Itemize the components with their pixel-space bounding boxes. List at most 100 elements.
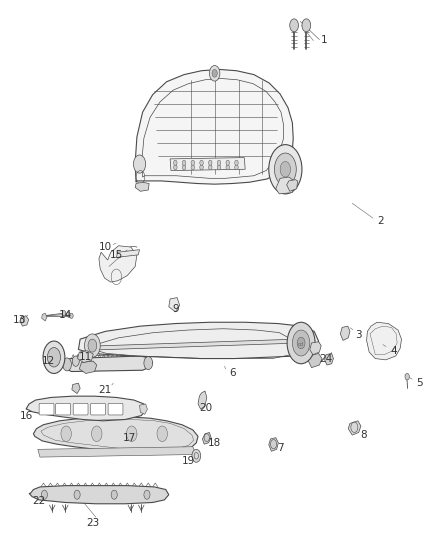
Polygon shape [202, 432, 211, 444]
Circle shape [92, 426, 102, 441]
Circle shape [275, 153, 296, 185]
Circle shape [208, 160, 212, 165]
Circle shape [61, 426, 71, 441]
FancyBboxPatch shape [108, 403, 123, 415]
Polygon shape [42, 313, 47, 321]
Text: 21: 21 [98, 385, 111, 394]
Polygon shape [72, 383, 80, 393]
Polygon shape [140, 404, 148, 414]
Text: 12: 12 [42, 356, 55, 366]
Circle shape [127, 426, 137, 441]
Circle shape [62, 311, 66, 316]
Circle shape [405, 374, 410, 380]
Polygon shape [135, 69, 293, 184]
Circle shape [217, 165, 221, 170]
Polygon shape [99, 246, 137, 282]
Circle shape [144, 490, 150, 499]
Circle shape [191, 165, 194, 170]
FancyBboxPatch shape [91, 403, 106, 415]
Circle shape [85, 334, 100, 357]
Polygon shape [88, 339, 300, 350]
Circle shape [280, 161, 290, 177]
Circle shape [182, 165, 186, 170]
Text: 1: 1 [321, 35, 327, 45]
Polygon shape [269, 438, 279, 451]
Text: 15: 15 [110, 250, 123, 260]
Polygon shape [310, 342, 321, 354]
Polygon shape [325, 353, 333, 365]
Circle shape [297, 337, 305, 349]
Circle shape [173, 165, 177, 170]
Polygon shape [367, 322, 402, 360]
Text: 6: 6 [229, 368, 235, 378]
Polygon shape [287, 180, 297, 191]
Text: 5: 5 [417, 378, 423, 388]
Circle shape [173, 160, 177, 165]
Polygon shape [20, 316, 28, 326]
Polygon shape [78, 351, 93, 362]
Circle shape [191, 160, 194, 165]
Text: 22: 22 [32, 496, 46, 506]
Circle shape [269, 144, 302, 194]
Circle shape [41, 490, 47, 499]
Polygon shape [117, 249, 140, 257]
Circle shape [111, 490, 117, 499]
Text: 20: 20 [199, 403, 212, 413]
Circle shape [182, 160, 186, 165]
Circle shape [212, 69, 217, 77]
Text: 14: 14 [59, 310, 72, 320]
Circle shape [200, 165, 203, 170]
FancyBboxPatch shape [56, 403, 71, 415]
Polygon shape [198, 391, 207, 409]
Circle shape [217, 160, 221, 165]
Polygon shape [170, 158, 245, 171]
Circle shape [192, 449, 201, 462]
Circle shape [144, 357, 152, 369]
Text: 19: 19 [182, 456, 195, 466]
Circle shape [208, 165, 212, 170]
Polygon shape [33, 417, 198, 453]
Circle shape [134, 155, 146, 173]
Polygon shape [348, 421, 361, 435]
Circle shape [292, 330, 310, 356]
Polygon shape [169, 297, 180, 312]
FancyBboxPatch shape [39, 403, 54, 415]
Text: 8: 8 [360, 430, 367, 440]
Text: 2: 2 [377, 216, 384, 226]
Text: 11: 11 [79, 352, 92, 362]
Circle shape [72, 356, 79, 366]
Circle shape [74, 490, 80, 499]
Text: 10: 10 [99, 242, 112, 252]
Text: 13: 13 [12, 314, 26, 325]
Text: 23: 23 [86, 518, 99, 528]
Polygon shape [79, 361, 97, 374]
Polygon shape [63, 356, 152, 372]
Circle shape [226, 160, 230, 165]
Circle shape [226, 165, 230, 170]
Circle shape [235, 165, 238, 170]
Text: 7: 7 [277, 443, 283, 453]
Polygon shape [78, 322, 318, 359]
Circle shape [287, 322, 315, 364]
Polygon shape [26, 396, 146, 421]
FancyBboxPatch shape [73, 403, 88, 415]
Polygon shape [135, 182, 149, 191]
Polygon shape [308, 353, 322, 368]
Polygon shape [29, 486, 169, 504]
Polygon shape [340, 326, 350, 341]
Text: od: od [298, 342, 304, 347]
Text: 9: 9 [172, 304, 179, 313]
Polygon shape [276, 177, 294, 194]
Polygon shape [38, 447, 196, 457]
Circle shape [200, 160, 203, 165]
Circle shape [209, 66, 220, 81]
Circle shape [88, 339, 97, 352]
Text: 3: 3 [355, 329, 362, 340]
Text: 18: 18 [208, 438, 221, 448]
Circle shape [63, 358, 71, 371]
Circle shape [157, 426, 167, 441]
Text: 4: 4 [390, 346, 397, 356]
Circle shape [70, 313, 73, 318]
Circle shape [67, 312, 70, 317]
Circle shape [47, 348, 60, 367]
